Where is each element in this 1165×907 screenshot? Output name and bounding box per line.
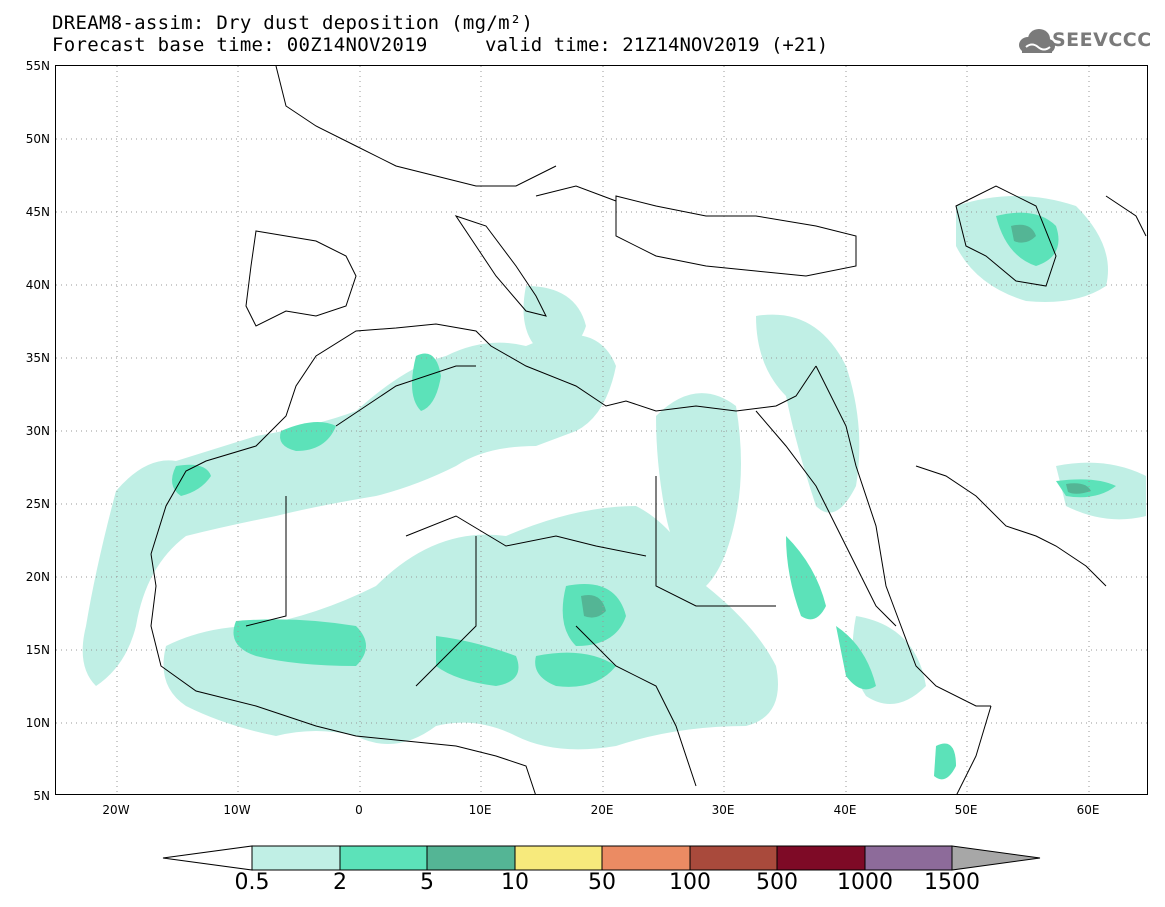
colorbar-seg-1 — [339, 845, 428, 871]
lon-label-10w: 10W — [223, 803, 251, 817]
lat-label-55n: 55N — [25, 59, 50, 73]
colorbar-label-5: 100 — [669, 870, 711, 895]
lon-label-60e: 60E — [1076, 803, 1100, 817]
colorbar-label-2: 5 — [420, 870, 434, 895]
colorbar-label-6: 500 — [756, 870, 798, 895]
lat-label-5n: 5N — [33, 789, 50, 803]
cloud-logo-icon — [1019, 29, 1055, 53]
colorbar-label-3: 10 — [501, 870, 529, 895]
logo-text: SEEVCCC — [1052, 29, 1152, 51]
lon-label-20e: 20E — [590, 803, 614, 817]
colorbar-label-1: 2 — [333, 870, 347, 895]
graticule — [56, 66, 1147, 794]
colorbar-seg-4 — [601, 845, 691, 871]
colorbar — [162, 845, 1041, 871]
colorbar-low-arrow — [162, 845, 253, 871]
colorbar-label-4: 50 — [588, 870, 616, 895]
lon-label-0: 0 — [355, 803, 363, 817]
colorbar-seg-6 — [776, 845, 866, 871]
lat-label-35n: 35N — [25, 351, 50, 365]
lon-label-50e: 50E — [954, 803, 978, 817]
lon-label-30e: 30E — [711, 803, 735, 817]
deposition-5-10 — [581, 224, 1091, 618]
colorbar-seg-7 — [864, 845, 953, 871]
valid-time: valid time: 21Z14NOV2019 (+21) — [485, 34, 829, 56]
colorbar-high-arrow — [951, 845, 1041, 871]
map-canvas — [56, 66, 1147, 794]
lat-label-40n: 40N — [25, 278, 50, 292]
lon-label-40e: 40E — [833, 803, 857, 817]
lon-label-20w: 20W — [102, 803, 130, 817]
lat-label-10n: 10N — [25, 716, 50, 730]
colorbar-seg-2 — [426, 845, 516, 871]
colorbar-label-7: 1000 — [837, 870, 893, 895]
lon-label-10e: 10E — [468, 803, 492, 817]
colorbar-label-8: 1500 — [924, 870, 980, 895]
forecast-base-time: Forecast base time: 00Z14NOV2019 — [52, 34, 428, 56]
colorbar-seg-3 — [514, 845, 603, 871]
lat-label-15n: 15N — [25, 643, 50, 657]
map-title: DREAM8-assim: Dry dust deposition (mg/m²… — [52, 12, 534, 34]
colorbar-seg-0 — [251, 845, 341, 871]
colorbar-seg-5 — [689, 845, 778, 871]
lat-label-45n: 45N — [25, 205, 50, 219]
lat-label-20n: 20N — [25, 570, 50, 584]
lat-label-25n: 25N — [25, 497, 50, 511]
lat-label-50n: 50N — [25, 132, 50, 146]
colorbar-label-0: 0.5 — [234, 870, 270, 895]
lat-label-30n: 30N — [25, 424, 50, 438]
coastlines — [150, 66, 1147, 794]
dust-deposition-map — [55, 65, 1148, 795]
